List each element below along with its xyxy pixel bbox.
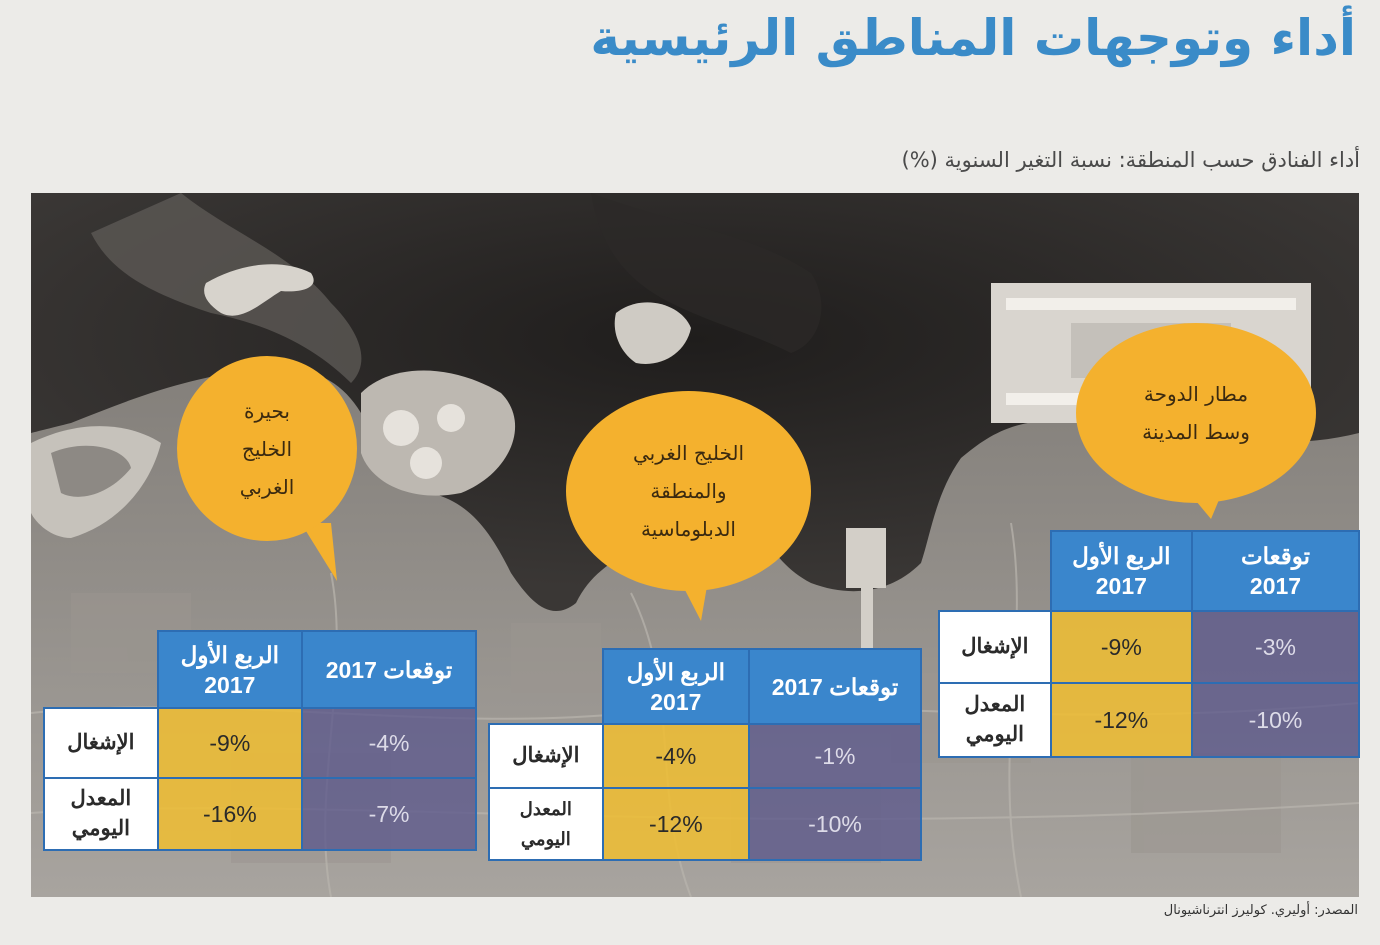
- value-daily-rate-forecast: -7%: [301, 777, 477, 851]
- value-occupancy-q1: -4%: [601, 723, 750, 789]
- zone-name: مطار الدوحة وسط المدينة: [1142, 382, 1250, 444]
- row-label-daily-rate: المعدل اليومي: [43, 777, 159, 851]
- col-header-forecast: توقعات 2017: [301, 630, 477, 709]
- col-header-q1: الربع الأول 2017: [601, 648, 750, 725]
- zone-table-west-bay-lagoon: الربع الأول 2017 توقعات 2017 الإشغال -9%…: [43, 630, 477, 851]
- blank-cell: [489, 649, 603, 724]
- blank-cell: [44, 631, 158, 708]
- col-header-q1: الربع الأول 2017: [1049, 530, 1193, 612]
- value-occupancy-forecast: -4%: [301, 707, 477, 779]
- zone-name: بحيرة الخليج الغربي: [239, 398, 295, 499]
- value-occupancy-q1: -9%: [1049, 610, 1193, 684]
- blank-cell: [939, 531, 1051, 611]
- value-daily-rate-q1: -16%: [156, 777, 304, 851]
- row-label-daily-rate: المعدل اليومي: [938, 682, 1052, 758]
- bubble-tail: [301, 523, 337, 581]
- value-occupancy-forecast: -3%: [1190, 610, 1361, 684]
- col-header-forecast: توقعات 2017: [747, 648, 923, 725]
- zone-table-west-bay-diplomatic: الربع الأول 2017 توقعات 2017 الإشغال -4%…: [488, 648, 923, 861]
- zone-name: الخليج الغربي والمنطقة الدبلوماسية: [632, 441, 745, 541]
- row-label-daily-rate: المعدل اليومي: [488, 787, 604, 861]
- row-label-occupancy: الإشغال: [488, 723, 604, 789]
- value-daily-rate-forecast: -10%: [1190, 682, 1361, 758]
- value-daily-rate-q1: -12%: [601, 787, 750, 861]
- zone-bubble-west-bay-diplomatic: الخليج الغربي والمنطقة الدبلوماسية: [566, 391, 811, 591]
- value-daily-rate-forecast: -10%: [747, 787, 923, 861]
- row-label-occupancy: الإشغال: [43, 707, 159, 779]
- zone-bubble-airport-downtown: مطار الدوحة وسط المدينة: [1076, 323, 1316, 503]
- col-header-forecast: توقعات 2017: [1190, 530, 1361, 612]
- value-daily-rate-q1: -12%: [1049, 682, 1193, 758]
- value-occupancy-forecast: -1%: [747, 723, 923, 789]
- zone-bubble-west-bay-lagoon: بحيرة الخليج الغربي: [177, 356, 357, 541]
- page-title: أداء وتوجهات المناطق الرئيسية: [590, 9, 1356, 67]
- value-occupancy-q1: -9%: [156, 707, 304, 779]
- chart-subtitle: أداء الفنادق حسب المنطقة: نسبة التغير ال…: [901, 148, 1360, 172]
- zone-table-airport-downtown: الربع الأول 2017 توقعات 2017 الإشغال -9%…: [938, 530, 1361, 758]
- row-label-occupancy: الإشغال: [938, 610, 1052, 684]
- col-header-q1: الربع الأول 2017: [156, 630, 304, 709]
- source-note: المصدر: أوليري. كوليرز انترناشيونال: [1163, 903, 1358, 918]
